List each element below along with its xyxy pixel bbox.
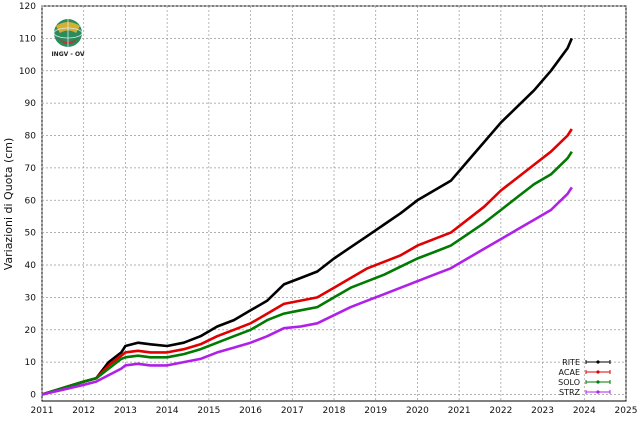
legend-label-strz: STRZ: [559, 388, 581, 397]
y-tick-label: 90: [25, 99, 37, 109]
x-tick-label: 2025: [615, 406, 638, 416]
x-tick-label: 2016: [239, 406, 262, 416]
x-axis-ticks: 2011 2012 2013 2014 2015 2016 2017 2018 2019 2020…: [31, 406, 638, 416]
y-tick-label: 120: [19, 2, 36, 12]
x-tick-label: 2018: [323, 406, 346, 416]
y-tick-label: 0: [30, 391, 36, 401]
y-tick-label: 10: [25, 358, 37, 368]
logo-text: INGV - OV: [51, 51, 84, 58]
y-tick-label: 110: [19, 34, 36, 44]
ingv-logo: INGV - OV: [51, 19, 85, 58]
legend-label-acae: ACAE: [559, 368, 580, 377]
x-tick-label: 2021: [448, 406, 471, 416]
y-tick-label: 70: [25, 164, 37, 174]
y-tick-label: 100: [19, 67, 36, 77]
x-tick-label: 2015: [197, 406, 220, 416]
y-tick-label: 30: [25, 293, 37, 303]
grid: [41, 5, 627, 401]
series-line-rite: [41, 37, 573, 396]
y-tick-label: 40: [25, 261, 37, 271]
x-tick-label: 2023: [531, 406, 554, 416]
y-tick-label: 60: [25, 196, 37, 206]
x-tick-label: 2022: [489, 406, 512, 416]
series-lines: [41, 37, 573, 396]
y-axis-ticks: 0 10 20 30 40 50 60 70 80 90 100 110 120: [19, 2, 36, 401]
y-tick-label: 50: [25, 229, 37, 239]
x-tick-label: 2024: [573, 406, 596, 416]
legend-label-solo: SOLO: [558, 378, 580, 387]
series-line-solo: [41, 150, 573, 396]
legend-label-rite: RITE: [562, 358, 580, 367]
x-tick-label: 2019: [364, 406, 387, 416]
x-tick-label: 2012: [72, 406, 95, 416]
x-tick-label: 2017: [281, 406, 304, 416]
x-tick-label: 2011: [31, 406, 54, 416]
x-tick-label: 2020: [406, 406, 429, 416]
x-tick-label: 2013: [114, 406, 137, 416]
series-line-acae: [41, 128, 573, 396]
y-axis-label: Variazioni di Quota (cm): [2, 138, 15, 271]
y-tick-label: 20: [25, 326, 37, 336]
y-tick-label: 80: [25, 132, 37, 142]
x-tick-label: 2014: [156, 406, 179, 416]
series-line-strz: [41, 186, 573, 396]
